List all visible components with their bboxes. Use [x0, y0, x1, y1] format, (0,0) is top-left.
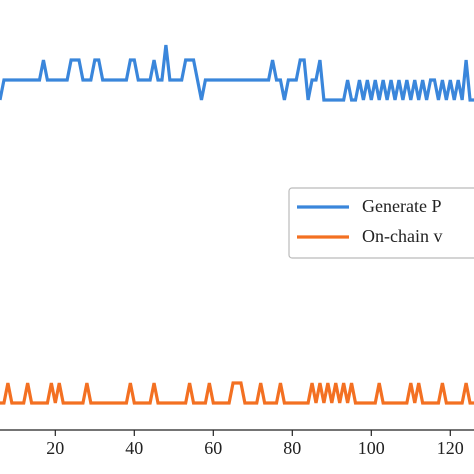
x-tick-label: 80: [283, 438, 301, 458]
series-line: [0, 44, 474, 102]
x-tick-label: 120: [437, 438, 464, 458]
legend: Generate P On-chain v: [288, 187, 474, 259]
series-line: [0, 381, 474, 405]
x-tick-label: 100: [358, 438, 385, 458]
plot-area: [0, 44, 474, 405]
x-tick-label: 20: [46, 438, 64, 458]
legend-label: Generate P: [362, 196, 441, 216]
x-tick-label: 40: [125, 438, 143, 458]
x-tick-label: 60: [204, 438, 222, 458]
legend-label: On-chain v: [362, 226, 442, 246]
